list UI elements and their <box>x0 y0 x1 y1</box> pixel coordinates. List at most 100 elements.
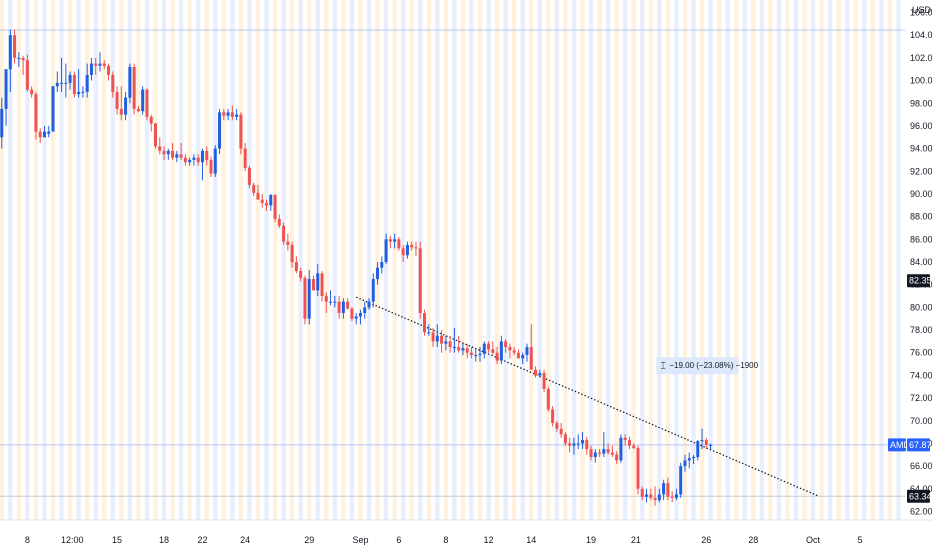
candle-body[interactable] <box>205 150 209 160</box>
candle-body[interactable] <box>474 354 478 356</box>
candle-body[interactable] <box>504 341 508 348</box>
candle-body[interactable] <box>384 239 388 262</box>
candle-body[interactable] <box>102 63 106 66</box>
candle-body[interactable] <box>435 335 439 342</box>
candle-body[interactable] <box>329 301 333 303</box>
candle-body[interactable] <box>94 63 98 66</box>
candle-body[interactable] <box>192 157 196 160</box>
candle-body[interactable] <box>13 35 17 58</box>
candle-body[interactable] <box>55 82 59 87</box>
candle-body[interactable] <box>585 440 589 450</box>
candle-body[interactable] <box>273 195 277 219</box>
candle-body[interactable] <box>350 308 354 319</box>
candle-body[interactable] <box>149 116 153 124</box>
candle-body[interactable] <box>124 97 128 115</box>
candle-body[interactable] <box>333 301 337 303</box>
candle-body[interactable] <box>166 150 170 155</box>
candle-body[interactable] <box>98 63 102 66</box>
candle-body[interactable] <box>482 343 486 354</box>
candle-body[interactable] <box>521 354 525 359</box>
candle-body[interactable] <box>226 112 230 116</box>
candle-body[interactable] <box>563 434 567 444</box>
candle-body[interactable] <box>299 271 303 278</box>
candle-body[interactable] <box>218 112 222 149</box>
candle-body[interactable] <box>538 373 542 376</box>
candle-body[interactable] <box>230 112 234 117</box>
candle-body[interactable] <box>615 454 619 461</box>
candle-body[interactable] <box>653 497 657 501</box>
candle-body[interactable] <box>346 301 350 309</box>
candle-body[interactable] <box>8 35 12 70</box>
candle-body[interactable] <box>704 440 708 445</box>
candle-body[interactable] <box>388 239 392 242</box>
candle-body[interactable] <box>627 440 631 446</box>
candle-body[interactable] <box>183 157 187 163</box>
candle-body[interactable] <box>51 86 55 132</box>
candle-body[interactable] <box>107 65 111 75</box>
candle-body[interactable] <box>252 184 256 193</box>
candle-body[interactable] <box>72 74 76 95</box>
candle-body[interactable] <box>371 279 375 302</box>
candle-body[interactable] <box>42 131 46 138</box>
candle-body[interactable] <box>580 440 584 444</box>
candle-body[interactable] <box>423 313 426 333</box>
candle-body[interactable] <box>649 494 653 498</box>
candle-body[interactable] <box>393 239 397 242</box>
candle-body[interactable] <box>640 488 644 497</box>
candle-body[interactable] <box>602 449 606 454</box>
candle-body[interactable] <box>525 347 529 355</box>
candle-body[interactable] <box>636 447 640 489</box>
candle-body[interactable] <box>572 443 576 446</box>
candle-body[interactable] <box>188 159 192 163</box>
candle-body[interactable] <box>666 483 670 497</box>
candle-body[interactable] <box>593 452 597 458</box>
candle-body[interactable] <box>576 443 580 445</box>
candle-body[interactable] <box>38 131 42 138</box>
candle-body[interactable] <box>21 57 25 61</box>
candle-body[interactable] <box>320 273 324 297</box>
candle-body[interactable] <box>158 146 162 151</box>
candle-body[interactable] <box>265 203 269 206</box>
candle-body[interactable] <box>683 460 687 467</box>
candle-body[interactable] <box>256 192 260 200</box>
candle-body[interactable] <box>674 494 678 498</box>
candle-body[interactable] <box>119 108 123 115</box>
candle-body[interactable] <box>418 248 422 314</box>
candle-body[interactable] <box>4 69 8 109</box>
candle-body[interactable] <box>542 373 546 389</box>
candle-body[interactable] <box>465 348 469 353</box>
candle-body[interactable] <box>213 148 217 174</box>
candle-body[interactable] <box>410 244 414 248</box>
candle-body[interactable] <box>546 389 550 410</box>
candle-body[interactable] <box>324 296 328 302</box>
candle-body[interactable] <box>623 437 627 441</box>
candle-body[interactable] <box>444 341 448 344</box>
candle-body[interactable] <box>670 496 674 498</box>
candle-body[interactable] <box>81 91 85 93</box>
candle-body[interactable] <box>111 74 115 92</box>
candle-body[interactable] <box>491 349 495 353</box>
candle-body[interactable] <box>141 89 145 112</box>
candle-body[interactable] <box>68 74 72 83</box>
candle-body[interactable] <box>508 347 512 351</box>
candle-body[interactable] <box>461 348 465 351</box>
candle-body[interactable] <box>700 440 704 442</box>
candle-body[interactable] <box>495 352 499 361</box>
candle-body[interactable] <box>243 148 247 168</box>
candle-body[interactable] <box>17 57 21 59</box>
candle-body[interactable] <box>286 241 290 245</box>
candle-body[interactable] <box>30 89 34 95</box>
candle-body[interactable] <box>401 248 405 256</box>
candle-body[interactable] <box>307 279 311 319</box>
candle-body[interactable] <box>363 307 367 314</box>
candle-body[interactable] <box>269 195 273 206</box>
candle-body[interactable] <box>196 157 200 163</box>
candle-body[interactable] <box>77 91 81 95</box>
candle-body[interactable] <box>179 154 183 158</box>
candle-body[interactable] <box>89 63 93 75</box>
candle-body[interactable] <box>414 247 418 249</box>
candle-body[interactable] <box>132 66 136 109</box>
candle-body[interactable] <box>397 239 401 249</box>
candle-body[interactable] <box>679 466 683 495</box>
candle-body[interactable] <box>85 74 89 92</box>
